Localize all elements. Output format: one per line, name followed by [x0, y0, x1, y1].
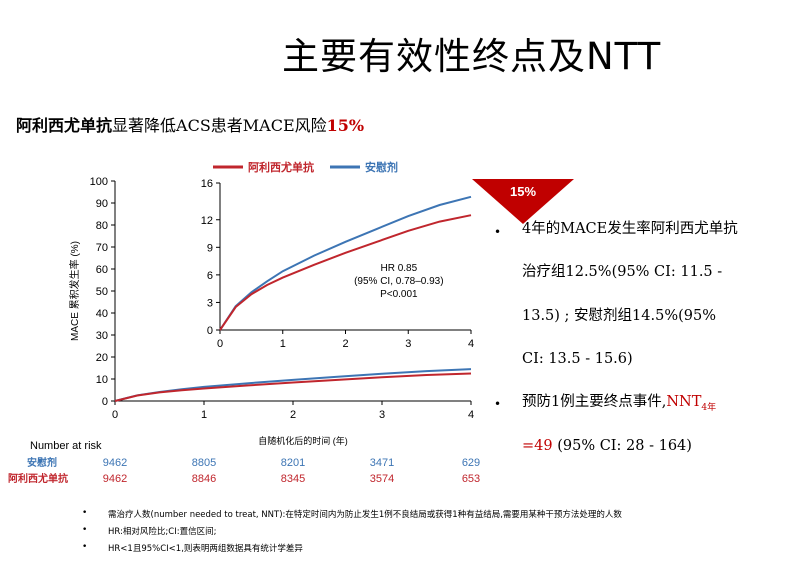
subtitle-text: 显著降低ACS患者MACE风险	[112, 116, 327, 135]
y-tick-label: 70	[96, 242, 108, 254]
footnote-dot: •	[82, 542, 88, 552]
nnt-subscript: 4年	[701, 402, 717, 413]
y-tick-label: 40	[96, 308, 108, 320]
bullet-dot: •	[494, 225, 502, 239]
finding-1-line-2: 治疗组12.5%(95% CI: 11.5 -	[522, 264, 723, 280]
subtitle-pct: 15%	[326, 116, 365, 135]
finding-1-line-3: 13.5) ; 安慰剂组14.5%(95%	[522, 308, 716, 324]
legend-label: 安慰剂	[365, 160, 398, 174]
risk-cell: 653	[462, 473, 480, 485]
x-tick-label: 0	[112, 409, 118, 421]
subtitle-drug: 阿利西尤单抗	[16, 116, 113, 135]
nnt-value: =49	[522, 438, 553, 454]
inset-x-tick-label: 4	[468, 338, 474, 350]
y-tick-label: 60	[96, 264, 108, 276]
inset-y-tick-label: 16	[201, 178, 213, 190]
finding-1-line-4: CI: 13.5 - 15.6)	[522, 351, 633, 367]
risk-row-label: 安慰剂	[27, 456, 57, 469]
inset-x-tick-label: 1	[280, 338, 286, 350]
finding-2-text: 预防1例主要终点事件,	[522, 394, 667, 410]
y-tick-label: 50	[96, 286, 108, 298]
risk-row-label: 阿利西尤单抗	[8, 472, 68, 485]
risk-cell: 8846	[192, 473, 216, 485]
inset-series-line	[219, 214, 472, 331]
inset-x-tick-label: 0	[217, 338, 223, 350]
y-tick-label: 10	[96, 374, 108, 386]
footnote-dot: •	[82, 508, 88, 518]
slide-subtitle: 阿利西尤单抗显著降低ACS患者MACE风险15%	[16, 112, 364, 136]
footnote-2: HR:相对风险比;CI:置信区间;	[108, 527, 217, 537]
badge-arrow	[472, 179, 574, 224]
reduction-badge: 15%	[472, 179, 574, 224]
risk-cell: 3574	[370, 473, 394, 485]
risk-cell: 8345	[281, 473, 305, 485]
risk-cell: 3471	[370, 457, 394, 469]
inset-y-tick-label: 6	[207, 270, 213, 282]
footnote-dot: •	[82, 525, 88, 535]
hr-annotation: (95% CI, 0.78–0.93)	[354, 276, 444, 287]
footnote-3: HR<1且95%CI<1,则表明两组数据具有统计学差异	[108, 544, 303, 554]
badge-label: 15%	[510, 184, 536, 199]
y-tick-label: 80	[96, 220, 108, 232]
risk-cell: 8805	[192, 457, 216, 469]
x-tick-label: 1	[201, 409, 207, 421]
risk-cell: 629	[462, 457, 480, 469]
nnt-ci: (95% CI: 28 - 164)	[552, 438, 692, 454]
x-axis-label: 自随机化后的时间 (年)	[258, 435, 348, 446]
inset-x-tick-label: 3	[405, 338, 411, 350]
inset-x-tick-label: 2	[342, 338, 348, 350]
y-axis-label: MACE 累积发生率 (%)	[68, 241, 81, 341]
finding-1-text: 4年的MACE发生率	[522, 221, 651, 237]
legend-label: 阿利西尤单抗	[248, 160, 314, 174]
inset-background	[198, 175, 479, 352]
risk-cell: 9462	[103, 473, 127, 485]
bullet-dot: •	[494, 397, 502, 411]
inset-series-line	[219, 195, 472, 331]
risk-cell: 8201	[281, 457, 305, 469]
nnt-label: NNT	[666, 394, 702, 410]
finding-1-drug: 阿利西尤单抗	[650, 221, 738, 237]
y-tick-label: 20	[96, 352, 108, 364]
slide-title: 主要有效性终点及NTT	[282, 35, 662, 78]
x-tick-label: 2	[290, 409, 296, 421]
inset-y-tick-label: 9	[207, 242, 213, 254]
y-tick-label: 90	[96, 198, 108, 210]
main-series-line	[114, 372, 472, 402]
risk-table-header: Number at risk	[30, 440, 102, 452]
x-tick-label: 3	[379, 409, 385, 421]
y-tick-label: 100	[90, 176, 108, 188]
x-tick-label: 4	[468, 409, 474, 421]
y-tick-label: 30	[96, 330, 108, 342]
finding-2-line-2: =49 (95% CI: 28 - 164)	[522, 439, 692, 454]
risk-cell: 9462	[103, 457, 127, 469]
main-series-line	[114, 368, 472, 402]
inset-y-tick-label: 0	[207, 325, 213, 337]
inset-y-tick-label: 12	[201, 215, 213, 227]
finding-2-line-1: 预防1例主要终点事件,NNT4年	[522, 395, 716, 413]
hr-annotation: HR 0.85	[380, 263, 417, 274]
hr-annotation: P<0.001	[380, 289, 418, 300]
finding-1-line-1: 4年的MACE发生率阿利西尤单抗	[522, 222, 738, 237]
footnote-1: 需治疗人数(number needed to treat, NNT):在特定时间…	[108, 510, 622, 520]
y-tick-label: 0	[102, 396, 108, 408]
inset-y-tick-label: 3	[207, 297, 213, 309]
